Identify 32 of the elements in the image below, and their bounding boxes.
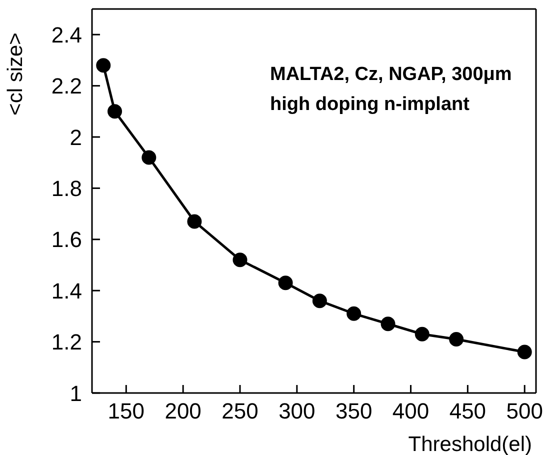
y-tick-label: 1: [70, 380, 82, 406]
x-tick-label: 150: [108, 398, 145, 424]
x-tick-label: 250: [222, 398, 258, 424]
point: [96, 58, 111, 73]
y-axis-title: <cl size>: [4, 32, 27, 116]
x-tick-label: 350: [335, 398, 372, 424]
x-tick-label: 500: [506, 398, 543, 424]
annotation: MALTA2, Cz, NGAP, 300μm: [270, 63, 512, 87]
point: [187, 214, 202, 229]
y-tick-label: 2: [70, 124, 82, 150]
point: [312, 294, 327, 308]
x-tick-label: 200: [164, 398, 202, 424]
x-tick-label: 400: [392, 398, 430, 424]
x-tick-label: 450: [449, 398, 486, 424]
point: [108, 104, 122, 119]
y-tick-label: 2.4: [51, 22, 82, 48]
point: [449, 332, 464, 346]
annotation: high doping n-implant: [270, 93, 470, 117]
y-tick-label: 1.8: [51, 176, 82, 202]
x-axis-title: Threshold(el): [408, 433, 532, 455]
x-tick-label: 300: [278, 398, 316, 424]
point: [414, 326, 430, 342]
point: [346, 306, 362, 321]
y-tick-label: 1.4: [51, 278, 82, 304]
point: [142, 150, 156, 165]
point: [278, 276, 293, 290]
point: [517, 344, 532, 360]
y-tick-label: 2.2: [51, 74, 82, 99]
y-tick-label: 1.6: [51, 227, 82, 252]
point: [232, 252, 248, 268]
point: [380, 316, 396, 332]
y-tick-label: 1.2: [51, 330, 82, 355]
